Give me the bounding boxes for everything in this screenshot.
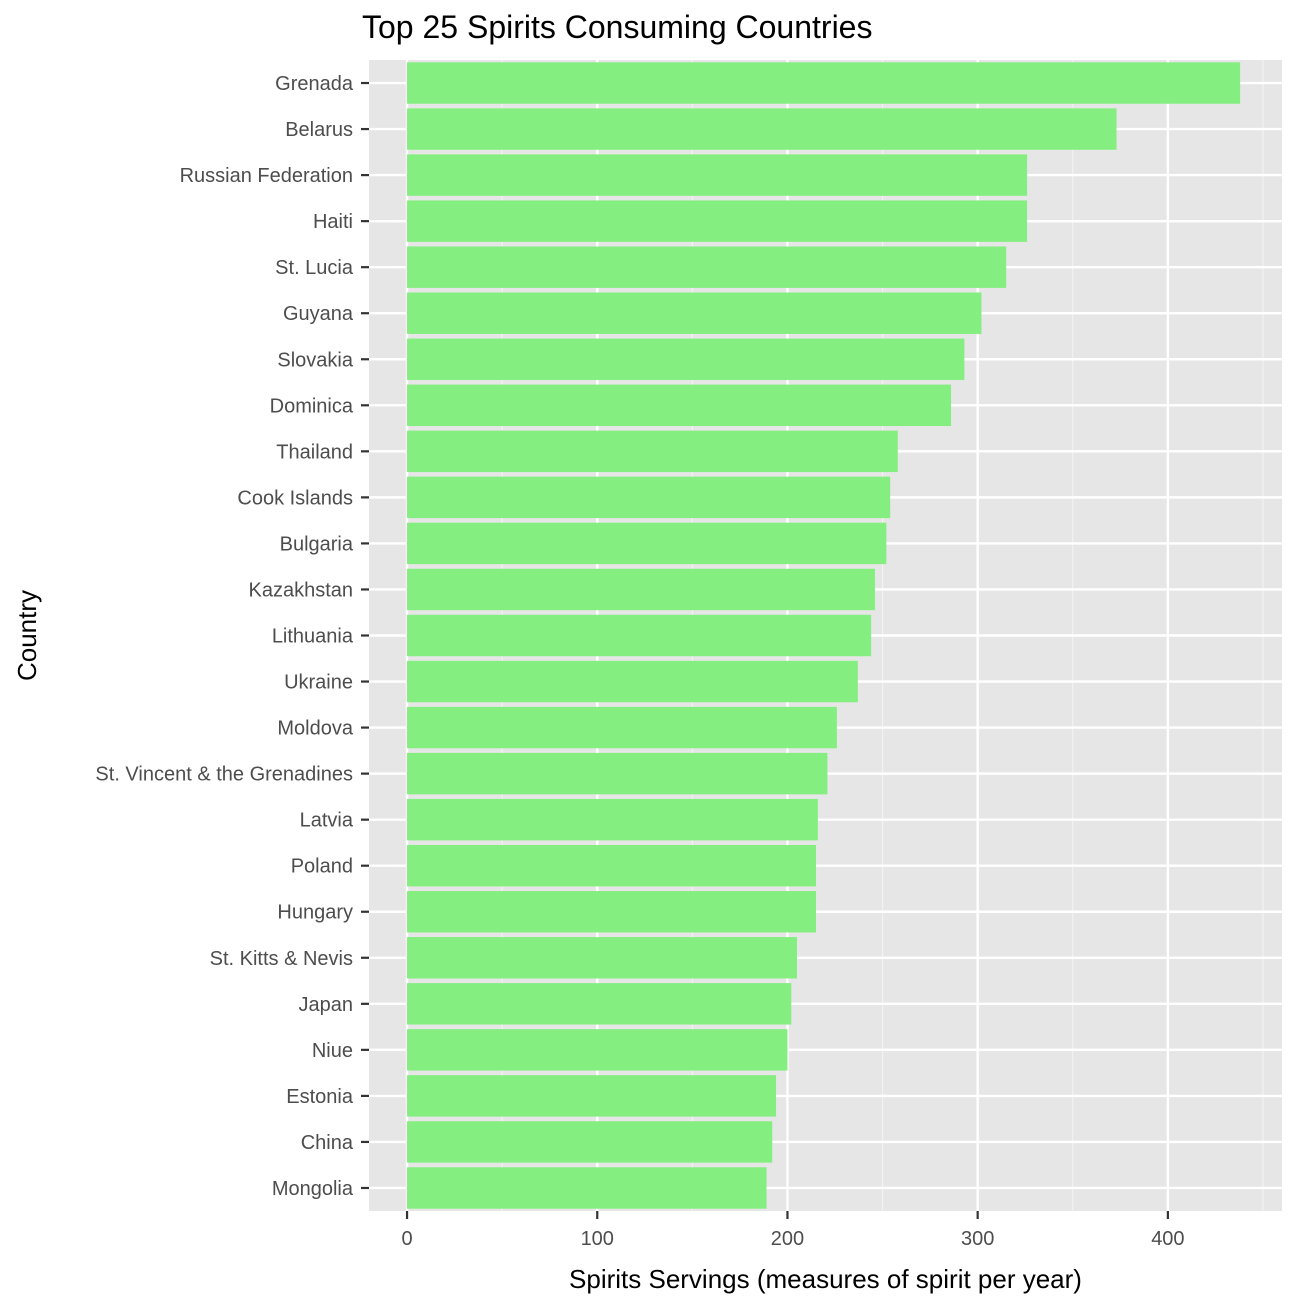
x-tick-label: 200: [771, 1228, 804, 1250]
bar: [407, 568, 875, 611]
bar: [407, 798, 818, 841]
y-tick-label: Ukraine: [284, 672, 353, 694]
bar: [407, 62, 1241, 104]
chart-title: Top 25 Spirits Consuming Countries: [362, 9, 872, 45]
y-tick-label: Bulgaria: [280, 533, 354, 555]
bar: [407, 1075, 777, 1117]
y-tick-label: Kazakhstan: [248, 579, 353, 601]
bar: [407, 752, 828, 795]
bar: [407, 246, 1007, 288]
y-tick-label: Thailand: [276, 441, 353, 463]
bar: [407, 614, 872, 657]
y-tick-label: Poland: [291, 856, 353, 878]
bar: [407, 1167, 767, 1209]
y-tick-label: Cook Islands: [237, 487, 353, 509]
y-tick-label: St. Kitts & Nevis: [210, 948, 353, 970]
bar: [407, 706, 837, 749]
bar: [407, 844, 816, 887]
bar: [407, 1121, 773, 1163]
y-tick-label: Mongolia: [272, 1178, 354, 1200]
bar: [407, 983, 792, 1025]
bar: [407, 1029, 788, 1071]
bar: [407, 660, 858, 703]
x-tick-label: 0: [401, 1228, 412, 1250]
y-tick-label: Dominica: [270, 395, 354, 417]
x-axis-title: Spirits Servings (measures of spirit per…: [569, 1264, 1082, 1294]
bars: [407, 62, 1241, 1209]
bar: [407, 108, 1117, 150]
bar: [407, 338, 965, 380]
y-tick-label: Slovakia: [277, 349, 353, 371]
y-tick-label: Estonia: [286, 1086, 354, 1108]
y-tick-label: Japan: [299, 994, 354, 1016]
y-tick-label: Niue: [312, 1040, 353, 1062]
y-tick-label: Moldova: [277, 718, 353, 740]
y-tick-label: Belarus: [285, 119, 353, 141]
y-tick-label: Guyana: [283, 303, 354, 325]
x-tick-label: 100: [581, 1228, 614, 1250]
y-axis: Grenada Belarus Russian Federation Haiti St.…: [95, 73, 369, 1200]
bar: [407, 154, 1028, 196]
y-tick-label: Latvia: [300, 810, 354, 832]
bar: [407, 430, 898, 473]
y-axis-title: Country: [12, 590, 42, 681]
y-tick-label: St. Vincent & the Grenadines: [95, 764, 353, 786]
y-tick-label: Hungary: [277, 902, 353, 924]
bar: [407, 292, 982, 334]
y-tick-label: Lithuania: [272, 626, 354, 648]
y-tick-label: Haiti: [313, 211, 353, 233]
x-tick-label: 400: [1151, 1228, 1184, 1250]
bar: [407, 384, 952, 427]
y-tick-label: China: [301, 1132, 354, 1154]
bar: [407, 200, 1028, 242]
y-tick-label: St. Lucia: [275, 257, 354, 279]
x-axis: 0 100 200 300 400: [401, 1211, 1185, 1250]
bar: [407, 522, 887, 565]
y-tick-label: Grenada: [275, 73, 354, 95]
x-tick-label: 300: [961, 1228, 994, 1250]
y-tick-label: Russian Federation: [180, 165, 353, 187]
bar: [407, 937, 797, 979]
bar: [407, 476, 891, 519]
bar: [407, 891, 816, 933]
